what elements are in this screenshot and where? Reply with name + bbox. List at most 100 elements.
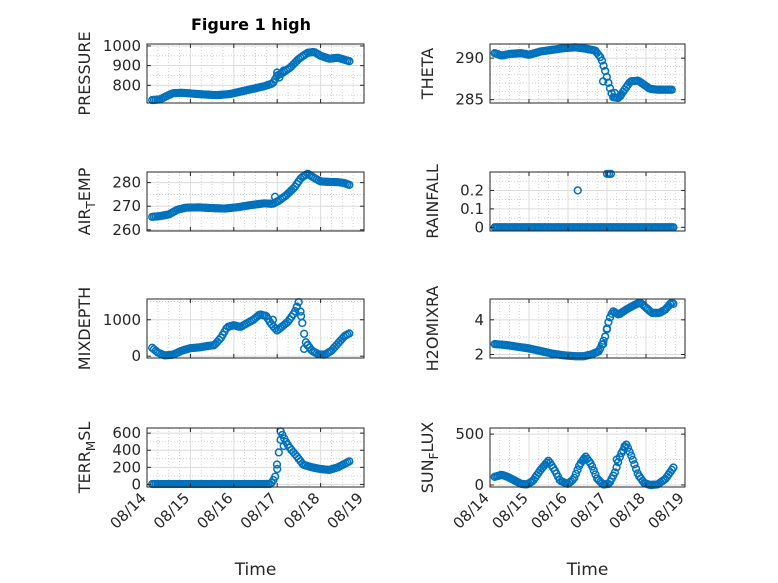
data-point (345, 329, 354, 338)
y-axis-label: AIRTEMP (75, 167, 98, 235)
subplot-rainfall: 00.10.2 RAINFALL (423, 164, 686, 239)
data-point (275, 73, 284, 82)
x-tick-label: 08/15 (489, 489, 532, 532)
subplot-mixdepth: 0 1000 MIXDEPTH (75, 287, 365, 370)
x-tick-label: 08/14 (450, 489, 493, 532)
y-tick-label: 260 (112, 221, 141, 239)
data-point (599, 336, 608, 345)
axes-frame (489, 43, 686, 104)
data-point (573, 465, 582, 474)
data-point (279, 441, 288, 451)
data-point (345, 457, 354, 466)
series-mixdepth (148, 297, 354, 360)
data-point (588, 462, 597, 471)
x-tick-label: 08/14 (107, 489, 150, 532)
y-tick-label: 280 (112, 174, 141, 192)
x-axis-label: Time (234, 560, 277, 580)
data-point (625, 447, 634, 456)
x-tick-label: 08/19 (324, 489, 367, 532)
data-point (589, 466, 598, 475)
axes-background (146, 427, 365, 488)
y-tick-label: 0 (474, 476, 484, 494)
y-tick-label: 285 (455, 91, 484, 109)
data-point (602, 324, 612, 333)
y-tick-label: 0.1 (460, 200, 484, 218)
x-tick-label: 08/15 (150, 489, 193, 532)
data-point (628, 455, 637, 464)
data-point (599, 61, 608, 70)
data-point (669, 299, 678, 308)
data-point (345, 180, 354, 189)
data-point (292, 302, 301, 312)
data-point (568, 475, 577, 485)
data-point (270, 192, 280, 201)
axes-frame (489, 298, 686, 359)
data-point (630, 460, 639, 469)
data-point (299, 329, 309, 338)
subplot-theta: 285 290 THETA (418, 43, 686, 109)
x-tick-label: 08/19 (645, 489, 688, 532)
data-point (571, 469, 581, 478)
data-point (268, 315, 278, 324)
y-tick-label: 0 (474, 218, 484, 236)
x-tick-label: 08/18 (280, 489, 323, 532)
x-tick-label: 08/16 (528, 489, 571, 532)
data-point (279, 66, 288, 75)
y-tick-label: 290 (455, 49, 484, 67)
data-point (616, 91, 625, 100)
y-tick-label: 0.2 (460, 181, 484, 199)
data-point (274, 448, 283, 457)
y-tick-label: 600 (112, 424, 141, 442)
data-point (273, 464, 282, 474)
data-point (290, 307, 300, 316)
axes-frame (489, 171, 686, 232)
y-tick-label: 200 (112, 458, 141, 476)
axes-frame (146, 298, 365, 359)
y-axis-label: TERRMSL (75, 422, 98, 495)
x-axis-label: Time (566, 560, 609, 580)
data-point (604, 78, 613, 87)
y-tick-label: 4 (474, 311, 484, 329)
y-tick-label: 500 (455, 425, 484, 443)
data-point (271, 324, 280, 333)
data-point (296, 311, 306, 321)
data-point (601, 332, 610, 341)
y-axis-label: MIXDEPTH (75, 287, 94, 370)
y-tick-label: 2 (474, 346, 484, 364)
data-point (570, 473, 579, 482)
data-point (612, 463, 621, 472)
axes-frame (489, 427, 686, 488)
subplot-h2omixra: 2 4 H2OMIXRA (423, 286, 686, 372)
data-point (271, 472, 280, 481)
y-axis-label: THETA (418, 48, 437, 100)
data-point (272, 460, 282, 469)
y-axis-label: H2OMIXRA (423, 286, 442, 372)
y-axis-label: PRESSURE (75, 31, 94, 115)
data-point (579, 455, 588, 464)
series-air_temp (148, 169, 354, 221)
y-tick-label: 1000 (103, 311, 141, 329)
data-point (597, 56, 607, 65)
series-theta (490, 43, 676, 103)
y-axis-label: SUNFLUX (418, 422, 441, 494)
x-tick-label: 08/16 (193, 489, 236, 532)
data-point (605, 84, 615, 93)
series-h2omixra (490, 298, 678, 361)
axes-frame (146, 171, 365, 232)
y-axis-label: RAINFALL (423, 164, 442, 239)
data-point (303, 341, 312, 350)
x-tick-label: 08/18 (606, 489, 649, 532)
series-pressure (148, 47, 354, 105)
data-point (627, 451, 636, 460)
data-point (612, 455, 621, 464)
axes-frame (146, 43, 365, 104)
x-tick-label: 08/17 (237, 489, 280, 532)
data-point (273, 197, 282, 206)
data-point (669, 463, 678, 472)
data-point (598, 339, 608, 349)
data-point (620, 442, 629, 451)
data-point (631, 464, 641, 473)
